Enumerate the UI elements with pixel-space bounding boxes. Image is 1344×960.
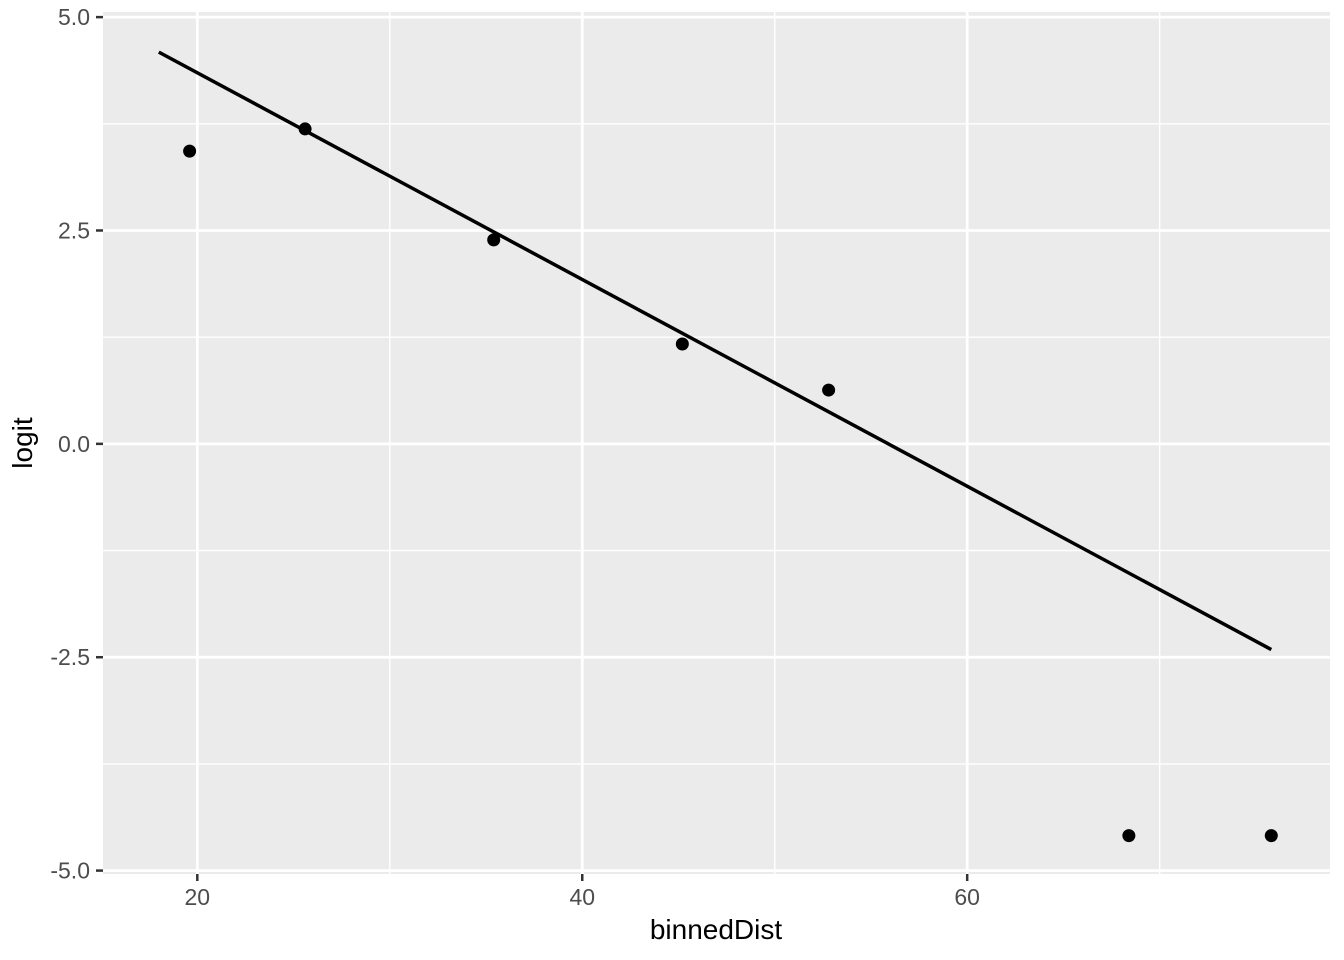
gridline-layer: [103, 12, 1330, 874]
x-tick-label: 40: [569, 884, 595, 910]
x-tick-label: 60: [954, 884, 980, 910]
x-tick-label: 20: [185, 884, 211, 910]
y-axis-title: logit: [7, 417, 38, 469]
data-point: [822, 383, 836, 397]
data-point: [1122, 829, 1136, 843]
y-tick-label: -2.5: [50, 644, 90, 670]
marks-layer: [157, 50, 1278, 843]
data-point: [1264, 829, 1278, 843]
x-axis-title: binnedDist: [650, 914, 783, 945]
y-tick-label: 5.0: [58, 4, 90, 30]
data-point: [675, 337, 689, 351]
axis-layer: 20 40 60 5.0 2.5 0.0 -2.5 -5.0: [50, 4, 980, 910]
regression-line: [157, 50, 1273, 652]
y-tick-label: -5.0: [50, 858, 90, 884]
data-point: [183, 144, 197, 158]
data-point: [298, 122, 312, 136]
data-point: [487, 233, 501, 247]
y-tick-label: 0.0: [58, 431, 90, 457]
y-tick-label: 2.5: [58, 217, 90, 243]
